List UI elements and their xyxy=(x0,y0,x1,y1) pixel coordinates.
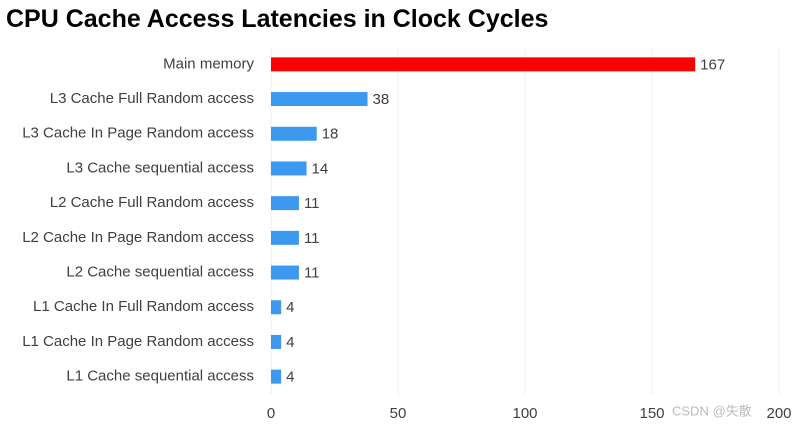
y-tick-label: L2 Cache sequential access xyxy=(66,264,254,281)
y-tick-label: L2 Cache In Page Random access xyxy=(22,229,254,246)
bar xyxy=(271,265,299,280)
y-tick-label: L3 Cache sequential access xyxy=(66,159,254,176)
y-tick-label: L3 Cache Full Random access xyxy=(50,90,254,107)
value-label: 4 xyxy=(286,369,294,386)
bar xyxy=(271,300,282,315)
value-label: 38 xyxy=(373,91,390,108)
x-tick-label: 100 xyxy=(512,405,537,422)
bar xyxy=(271,57,696,72)
bar xyxy=(271,196,299,211)
y-tick-label: L1 Cache sequential access xyxy=(66,368,254,385)
value-label: 14 xyxy=(312,160,329,177)
y-tick-label: Main memory xyxy=(163,55,254,72)
watermark: CSDN @失散 xyxy=(672,403,752,418)
x-tick-label: 50 xyxy=(390,405,407,422)
chart-title: CPU Cache Access Latencies in Clock Cycl… xyxy=(6,5,548,33)
value-label: 18 xyxy=(322,126,339,143)
value-label: 11 xyxy=(304,265,320,282)
y-tick-label: L1 Cache In Page Random access xyxy=(22,333,254,350)
value-label: 167 xyxy=(700,56,725,73)
bar xyxy=(271,161,307,176)
bar xyxy=(271,334,282,349)
bar xyxy=(271,230,299,245)
bar xyxy=(271,369,282,384)
value-label: 11 xyxy=(304,195,320,212)
bar xyxy=(271,126,317,141)
value-label: 4 xyxy=(286,334,294,351)
value-label: 11 xyxy=(304,230,320,247)
y-tick-label: L3 Cache In Page Random access xyxy=(22,125,254,142)
value-label: 4 xyxy=(286,299,294,316)
y-tick-label: L1 Cache In Full Random access xyxy=(33,298,254,315)
bar xyxy=(271,92,368,107)
x-tick-label: 0 xyxy=(267,405,275,422)
x-tick-label: 150 xyxy=(639,405,664,422)
x-tick-label: 200 xyxy=(766,405,791,422)
y-tick-label: L2 Cache Full Random access xyxy=(50,194,254,211)
